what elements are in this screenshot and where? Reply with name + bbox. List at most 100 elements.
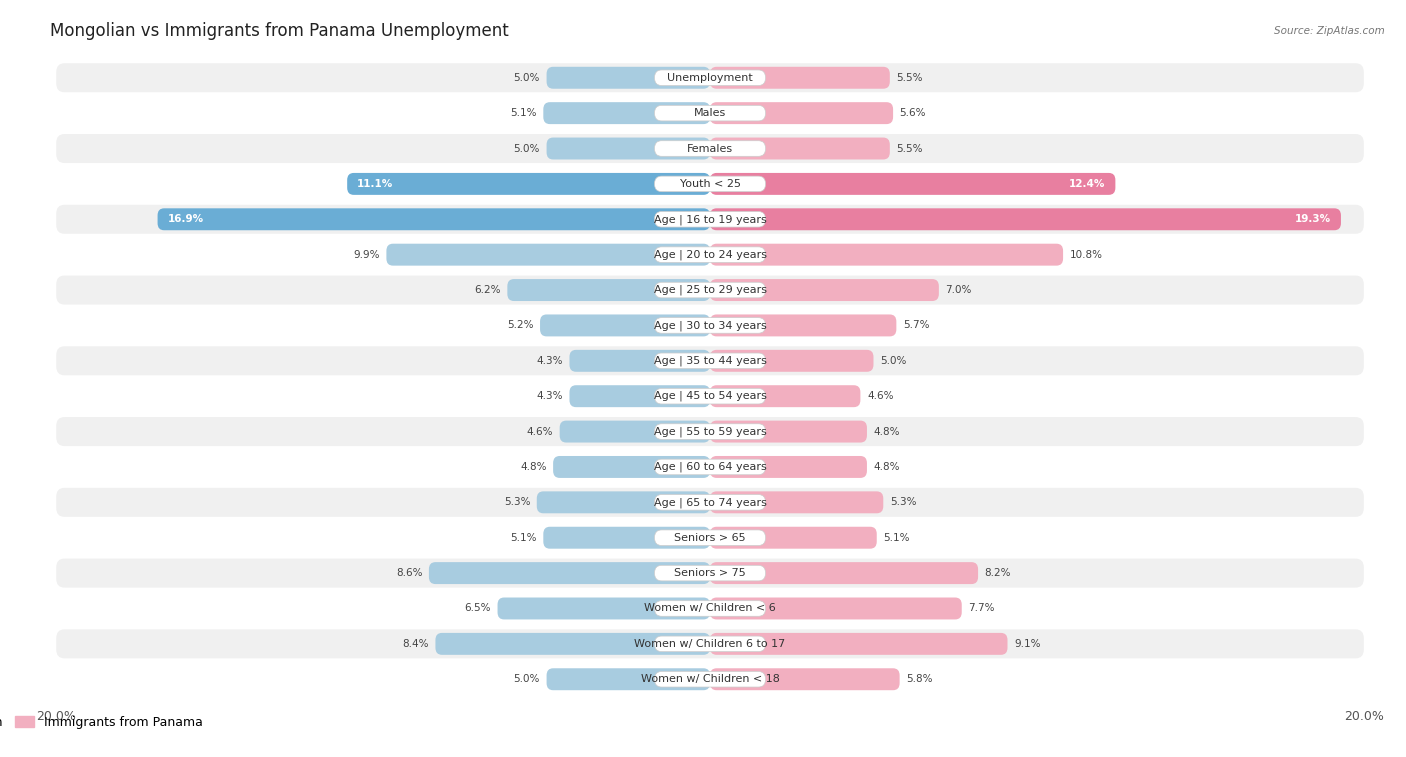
FancyBboxPatch shape	[498, 597, 710, 619]
FancyBboxPatch shape	[710, 279, 939, 301]
Text: 7.7%: 7.7%	[969, 603, 995, 613]
FancyBboxPatch shape	[654, 671, 766, 687]
Text: 4.6%: 4.6%	[527, 427, 553, 437]
FancyBboxPatch shape	[654, 105, 766, 121]
FancyBboxPatch shape	[56, 64, 1364, 92]
Text: 8.2%: 8.2%	[984, 568, 1011, 578]
FancyBboxPatch shape	[56, 240, 1364, 269]
Text: Males: Males	[695, 108, 725, 118]
FancyBboxPatch shape	[387, 244, 710, 266]
FancyBboxPatch shape	[710, 138, 890, 160]
FancyBboxPatch shape	[56, 559, 1364, 587]
Text: 6.2%: 6.2%	[474, 285, 501, 295]
Text: 6.5%: 6.5%	[464, 603, 491, 613]
FancyBboxPatch shape	[56, 98, 1364, 128]
Text: Women w/ Children < 6: Women w/ Children < 6	[644, 603, 776, 613]
Text: Age | 25 to 29 years: Age | 25 to 29 years	[654, 285, 766, 295]
Text: 5.0%: 5.0%	[513, 144, 540, 154]
FancyBboxPatch shape	[56, 134, 1364, 163]
Text: 5.1%: 5.1%	[510, 108, 537, 118]
FancyBboxPatch shape	[654, 424, 766, 439]
Text: 5.6%: 5.6%	[900, 108, 927, 118]
Text: Age | 45 to 54 years: Age | 45 to 54 years	[654, 391, 766, 401]
Legend: Mongolian, Immigrants from Panama: Mongolian, Immigrants from Panama	[0, 711, 208, 734]
FancyBboxPatch shape	[540, 314, 710, 336]
Text: Age | 60 to 64 years: Age | 60 to 64 years	[654, 462, 766, 472]
FancyBboxPatch shape	[654, 141, 766, 156]
FancyBboxPatch shape	[56, 665, 1364, 693]
Text: 16.9%: 16.9%	[167, 214, 204, 224]
Text: 5.8%: 5.8%	[905, 674, 932, 684]
Text: 5.0%: 5.0%	[513, 674, 540, 684]
FancyBboxPatch shape	[429, 562, 710, 584]
FancyBboxPatch shape	[654, 247, 766, 263]
FancyBboxPatch shape	[654, 318, 766, 333]
Text: 4.3%: 4.3%	[537, 356, 562, 366]
FancyBboxPatch shape	[654, 601, 766, 616]
Text: 5.5%: 5.5%	[897, 144, 922, 154]
Text: 5.1%: 5.1%	[510, 533, 537, 543]
FancyBboxPatch shape	[710, 456, 868, 478]
Text: Age | 35 to 44 years: Age | 35 to 44 years	[654, 356, 766, 366]
FancyBboxPatch shape	[56, 523, 1364, 552]
Text: 4.8%: 4.8%	[520, 462, 547, 472]
FancyBboxPatch shape	[654, 459, 766, 475]
Text: 4.8%: 4.8%	[873, 427, 900, 437]
FancyBboxPatch shape	[710, 385, 860, 407]
FancyBboxPatch shape	[710, 67, 890, 89]
Text: 4.6%: 4.6%	[868, 391, 893, 401]
FancyBboxPatch shape	[157, 208, 710, 230]
Text: 9.9%: 9.9%	[353, 250, 380, 260]
FancyBboxPatch shape	[710, 208, 1341, 230]
FancyBboxPatch shape	[56, 382, 1364, 411]
FancyBboxPatch shape	[56, 488, 1364, 517]
FancyBboxPatch shape	[654, 636, 766, 652]
Text: 5.5%: 5.5%	[897, 73, 922, 83]
FancyBboxPatch shape	[710, 668, 900, 690]
FancyBboxPatch shape	[508, 279, 710, 301]
Text: 7.0%: 7.0%	[945, 285, 972, 295]
Text: Females: Females	[688, 144, 733, 154]
FancyBboxPatch shape	[710, 562, 979, 584]
FancyBboxPatch shape	[654, 176, 766, 192]
Text: Women w/ Children 6 to 17: Women w/ Children 6 to 17	[634, 639, 786, 649]
Text: Unemployment: Unemployment	[668, 73, 752, 83]
FancyBboxPatch shape	[553, 456, 710, 478]
Text: 5.3%: 5.3%	[890, 497, 917, 507]
FancyBboxPatch shape	[654, 70, 766, 86]
Text: Age | 30 to 34 years: Age | 30 to 34 years	[654, 320, 766, 331]
FancyBboxPatch shape	[547, 67, 710, 89]
FancyBboxPatch shape	[56, 311, 1364, 340]
FancyBboxPatch shape	[569, 350, 710, 372]
Text: Women w/ Children < 18: Women w/ Children < 18	[641, 674, 779, 684]
Text: 5.2%: 5.2%	[508, 320, 533, 330]
Text: 4.8%: 4.8%	[873, 462, 900, 472]
Text: 11.1%: 11.1%	[357, 179, 394, 189]
Text: 5.0%: 5.0%	[880, 356, 907, 366]
FancyBboxPatch shape	[436, 633, 710, 655]
FancyBboxPatch shape	[710, 491, 883, 513]
Text: Seniors > 65: Seniors > 65	[675, 533, 745, 543]
Text: 5.0%: 5.0%	[513, 73, 540, 83]
Text: 5.1%: 5.1%	[883, 533, 910, 543]
FancyBboxPatch shape	[710, 244, 1063, 266]
Text: Mongolian vs Immigrants from Panama Unemployment: Mongolian vs Immigrants from Panama Unem…	[49, 22, 509, 40]
FancyBboxPatch shape	[56, 346, 1364, 375]
FancyBboxPatch shape	[654, 353, 766, 369]
FancyBboxPatch shape	[710, 421, 868, 443]
Text: Age | 20 to 24 years: Age | 20 to 24 years	[654, 249, 766, 260]
Text: 8.4%: 8.4%	[402, 639, 429, 649]
FancyBboxPatch shape	[710, 527, 877, 549]
Text: Seniors > 75: Seniors > 75	[673, 568, 747, 578]
FancyBboxPatch shape	[547, 668, 710, 690]
FancyBboxPatch shape	[56, 417, 1364, 446]
FancyBboxPatch shape	[347, 173, 710, 195]
FancyBboxPatch shape	[543, 102, 710, 124]
Text: 10.8%: 10.8%	[1070, 250, 1102, 260]
FancyBboxPatch shape	[654, 530, 766, 546]
FancyBboxPatch shape	[537, 491, 710, 513]
FancyBboxPatch shape	[560, 421, 710, 443]
Text: 8.6%: 8.6%	[396, 568, 422, 578]
FancyBboxPatch shape	[56, 453, 1364, 481]
FancyBboxPatch shape	[56, 594, 1364, 623]
